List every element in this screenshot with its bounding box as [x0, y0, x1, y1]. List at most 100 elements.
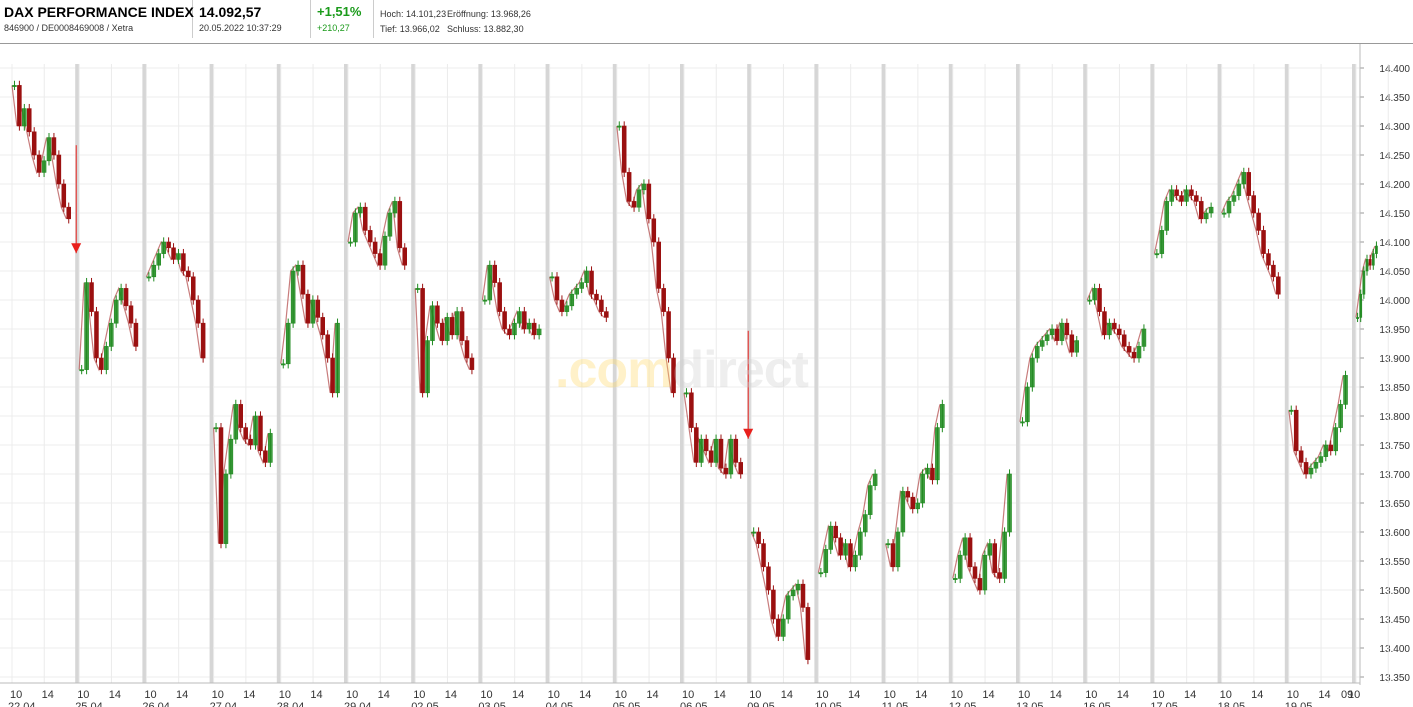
candle-body: [890, 543, 896, 568]
candle-body: [569, 293, 575, 307]
candle-body: [790, 589, 796, 597]
x-hour-label: 14: [1318, 689, 1330, 701]
candle-body: [526, 322, 532, 330]
change-percent: +1,51%: [317, 4, 362, 19]
x-hour-label: 14: [1251, 689, 1263, 701]
session-separator: [1016, 64, 1020, 683]
x-hour-label: 10: [548, 689, 560, 701]
candle-body: [367, 230, 373, 243]
candle-body: [930, 467, 935, 481]
x-hour-label: 14: [243, 689, 255, 701]
candle-body: [751, 531, 756, 534]
candle-body: [1126, 346, 1132, 353]
candle-body: [449, 317, 455, 336]
candle-body: [1356, 317, 1359, 319]
candle-body: [243, 427, 248, 440]
candle-body: [900, 491, 906, 533]
candle-body: [56, 154, 62, 185]
x-hour-label: 14: [646, 689, 658, 701]
candle-body: [195, 299, 201, 324]
candle-body: [46, 137, 52, 162]
candle-body: [1221, 212, 1227, 215]
candle-body: [435, 305, 440, 324]
candle-body: [425, 340, 430, 394]
candle-body: [621, 125, 627, 173]
x-hour-label: 09: [1341, 689, 1353, 701]
candle-body: [1318, 456, 1324, 463]
candle-body: [1194, 195, 1199, 202]
candle-body: [118, 288, 124, 301]
candle-body: [858, 531, 863, 556]
x-hour-label: 14: [1050, 689, 1062, 701]
y-tick-label: 13.500: [1379, 586, 1410, 597]
candle-body: [833, 525, 838, 539]
candle-body: [36, 154, 42, 173]
candle-body: [616, 125, 622, 128]
candle-body: [785, 595, 791, 620]
session-separator: [814, 64, 819, 683]
candle-body: [1303, 462, 1309, 475]
low-value: 13.966,02: [399, 24, 440, 34]
candle-body: [330, 357, 335, 394]
candle-body: [402, 247, 407, 266]
candle-body: [502, 311, 507, 330]
x-day-label: 09.05.: [747, 701, 778, 707]
candle-body: [99, 357, 104, 370]
session-separator: [881, 64, 886, 683]
candle-body: [517, 311, 522, 324]
candle-body: [238, 404, 243, 428]
x-hour-label: 10: [212, 689, 224, 701]
low-stat: Tief: 13.966,02: [380, 24, 440, 34]
high-value: 14.101,23: [406, 9, 447, 19]
session-separator: [142, 64, 147, 683]
candle-body: [522, 311, 527, 330]
instrument-id: 846900 / DE0008469008 / Xetra: [4, 23, 134, 33]
candle-body: [454, 311, 460, 336]
session-separator: [1284, 64, 1289, 683]
candle-body: [94, 311, 99, 359]
candle-body: [1293, 409, 1299, 452]
y-tick-label: 13.850: [1379, 383, 1410, 394]
candle-body: [1266, 253, 1271, 266]
candle-body: [1179, 195, 1184, 202]
candle-body: [1368, 259, 1372, 266]
x-hour-label: 14: [1117, 689, 1129, 701]
candle-body: [444, 317, 450, 341]
candle-body: [133, 322, 139, 347]
candle-body: [1359, 293, 1363, 318]
candle-body: [464, 340, 470, 359]
y-tick-label: 14.150: [1379, 209, 1410, 220]
candle-body: [1049, 328, 1055, 336]
change-cell: +1,51% +210,27: [311, 0, 374, 38]
candle-body: [171, 247, 176, 260]
x-day-label: 04.05.: [546, 701, 577, 707]
candle-body: [962, 537, 968, 556]
candle-body: [1121, 334, 1127, 347]
candle-body: [492, 264, 497, 283]
candle-body: [223, 473, 229, 544]
x-hour-label: 14: [378, 689, 390, 701]
x-hour-label: 10: [346, 689, 358, 701]
open-value: 13.968,26: [490, 9, 531, 19]
candle-body: [12, 85, 17, 87]
y-tick-label: 13.750: [1379, 441, 1410, 452]
candle-body: [1241, 172, 1247, 185]
candle-body: [335, 322, 340, 394]
candle-body: [1107, 322, 1112, 336]
candle-body: [656, 241, 661, 289]
candle-body: [940, 404, 945, 428]
price-trace: [885, 404, 941, 567]
comdirect-watermark: .comdirect: [555, 340, 809, 400]
session-separator: [948, 64, 953, 683]
candle-body: [66, 206, 72, 220]
candle-body: [1313, 462, 1319, 469]
candle-body: [89, 282, 94, 312]
candle-body: [1362, 270, 1366, 295]
intraday-chart[interactable]: 14.400 14.350 14.300 14.250 14.200 14.150 14.1…: [0, 44, 1413, 707]
candle-body: [1256, 212, 1261, 231]
x-day-label: 26.04.: [142, 701, 173, 707]
candle-body: [218, 427, 224, 544]
instrument-name[interactable]: DAX PERFORMANCE INDEX: [4, 4, 194, 20]
candle-body: [79, 369, 84, 372]
candle-body: [1338, 404, 1343, 428]
